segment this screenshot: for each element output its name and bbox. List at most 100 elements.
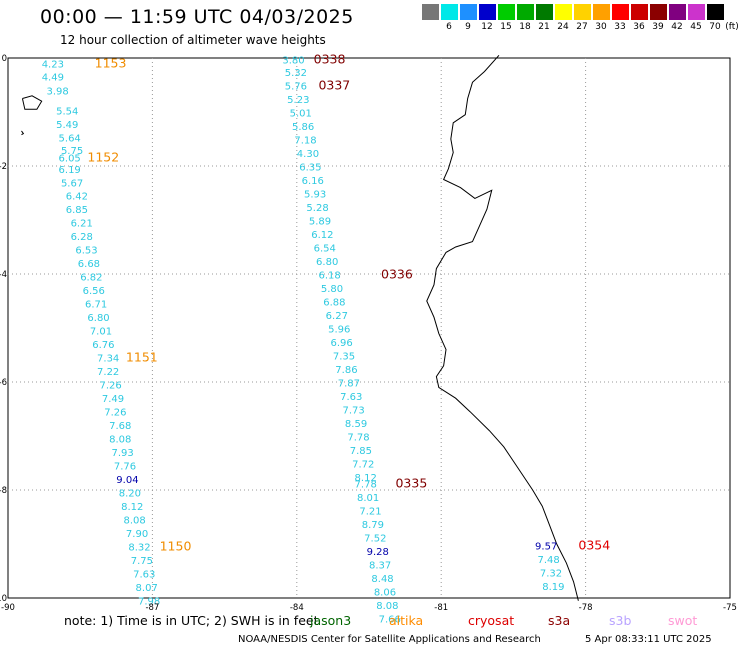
lon-tick-label: -75 (723, 603, 737, 613)
wave-height-value: 8.06 (374, 587, 396, 598)
color-scale-label: 30 (595, 22, 607, 32)
color-scale-label: 21 (538, 22, 550, 32)
pass-time-label: 0337 (318, 77, 350, 92)
wave-height-value: 7.26 (104, 407, 126, 418)
wave-height-value: 6.96 (330, 338, 352, 349)
color-scale-label: 18 (519, 22, 531, 32)
lat-tick-label: -6 (0, 378, 7, 388)
color-swatch (631, 4, 648, 20)
pass-time-label: 0354 (578, 537, 610, 552)
wave-height-value: 8.79 (362, 520, 384, 531)
color-swatch (650, 4, 667, 20)
wave-height-value: 8.01 (357, 493, 379, 504)
wave-height-value: 5.23 (287, 95, 309, 106)
wave-height-value: 5.93 (304, 189, 326, 200)
color-scale-label: 6 (446, 22, 452, 32)
wave-height-value: 7.66 (379, 614, 401, 625)
lon-tick-label: -84 (290, 603, 304, 613)
wave-height-value: 5.80 (321, 284, 343, 295)
wave-height-value: 5.76 (285, 81, 307, 92)
wave-height-value: 7.26 (99, 380, 121, 391)
wave-height-value: 8.12 (355, 473, 377, 484)
lat-tick-label: 0 (2, 54, 7, 64)
wave-height-value: 6.56 (83, 286, 105, 297)
wave-height-value: 6.80 (316, 257, 338, 268)
wave-height-value: 9.04 (116, 475, 138, 486)
pass-time-label: 1150 (160, 538, 192, 553)
wave-height-value: 6.85 (66, 205, 88, 216)
wave-height-value: 7.90 (126, 529, 148, 540)
wave-height-value: 9.28 (367, 547, 389, 558)
lon-tick-label: -87 (145, 603, 159, 613)
wave-height-value: 6.76 (92, 340, 114, 351)
wave-height-value: 8.37 (369, 560, 391, 571)
wave-height-value: 8.08 (124, 515, 146, 526)
generated-timestamp: 5 Apr 08:33:11 UTC 2025 (585, 634, 712, 645)
wave-height-value: 7.32 (540, 568, 562, 579)
wave-height-value: 7.18 (294, 135, 316, 146)
color-scale-label: 45 (690, 22, 702, 32)
wave-height-value: 6.42 (66, 191, 88, 202)
wave-height-value: 8.59 (345, 419, 367, 430)
wave-height-value: 6.53 (75, 245, 97, 256)
wave-height-value: 8.08 (376, 601, 398, 612)
pass-time-label: 0336 (381, 266, 413, 281)
wave-height-value: 7.76 (114, 461, 136, 472)
color-scale-label: 12 (481, 22, 493, 32)
pass-time-label: 1151 (126, 349, 158, 364)
lat-tick-label: -8 (0, 486, 7, 496)
pass-time-label: 0335 (395, 475, 427, 490)
wave-height-value: 5.32 (285, 68, 307, 79)
wave-height-value: 4.49 (42, 73, 64, 84)
wave-height-value: 4.30 (297, 149, 319, 160)
wave-height-value: 6.80 (87, 313, 109, 324)
lat-tick-label: -2 (0, 162, 7, 172)
wave-height-value: 7.22 (97, 367, 119, 378)
color-swatch (422, 4, 439, 20)
wave-height-value: 6.68 (78, 259, 100, 270)
wave-height-value: 5.54 (56, 107, 78, 118)
wave-height-value: 7.63 (133, 569, 155, 580)
satellite-legend-item: swot (668, 613, 698, 628)
wave-height-value: 7.86 (335, 365, 357, 376)
axis-labels: -90 -87 -84 -81 -78 -75 0 -2 -4 -6 -8 -10 (0, 54, 737, 613)
color-scale-label: 39 (652, 22, 664, 32)
pass-time-label: 1152 (87, 150, 119, 165)
wave-height-value: 6.35 (299, 162, 321, 173)
color-swatch (536, 4, 553, 20)
color-scale-unit: (ft) (725, 22, 739, 32)
wave-height-value: 7.98 (138, 596, 160, 607)
wave-height-value: 8.32 (128, 542, 150, 553)
wave-height-value: 7.93 (111, 448, 133, 459)
wave-height-value: 7.68 (109, 421, 131, 432)
wave-height-value: 7.35 (333, 351, 355, 362)
wave-height-value: 5.67 (61, 179, 83, 190)
wave-height-value: 7.63 (340, 392, 362, 403)
wave-height-value: 6.27 (326, 311, 348, 322)
color-scale-label: 33 (614, 22, 626, 32)
wave-height-value: 7.01 (90, 326, 112, 337)
wave-height-value: 7.52 (364, 533, 386, 544)
color-swatch (593, 4, 610, 20)
satellite-legend: jason3 altika cryosat s3a s3b swot (0, 613, 740, 629)
color-swatch (498, 4, 515, 20)
wave-height-value: 5.86 (292, 122, 314, 133)
wave-height-value: 6.21 (71, 218, 93, 229)
color-swatch (707, 4, 724, 20)
coastline (21, 54, 579, 601)
color-scale-label: 36 (633, 22, 645, 32)
wave-height-value: 8.08 (109, 434, 131, 445)
wave-height-value: 8.48 (371, 574, 393, 585)
color-swatch (669, 4, 686, 20)
wave-height-value: 7.49 (102, 394, 124, 405)
wave-height-value: 7.85 (350, 446, 372, 457)
wave-height-value: 7.87 (338, 378, 360, 389)
color-swatch (574, 4, 591, 20)
wave-height-value: 6.54 (314, 243, 336, 254)
wave-height-value: 5.28 (306, 203, 328, 214)
wave-height-value: 8.19 (542, 582, 564, 593)
satellite-legend-item: s3b (609, 613, 632, 628)
wave-height-value: 7.73 (343, 405, 365, 416)
wave-height-value: 5.75 (61, 146, 83, 157)
lat-lon-grid (7, 57, 731, 599)
